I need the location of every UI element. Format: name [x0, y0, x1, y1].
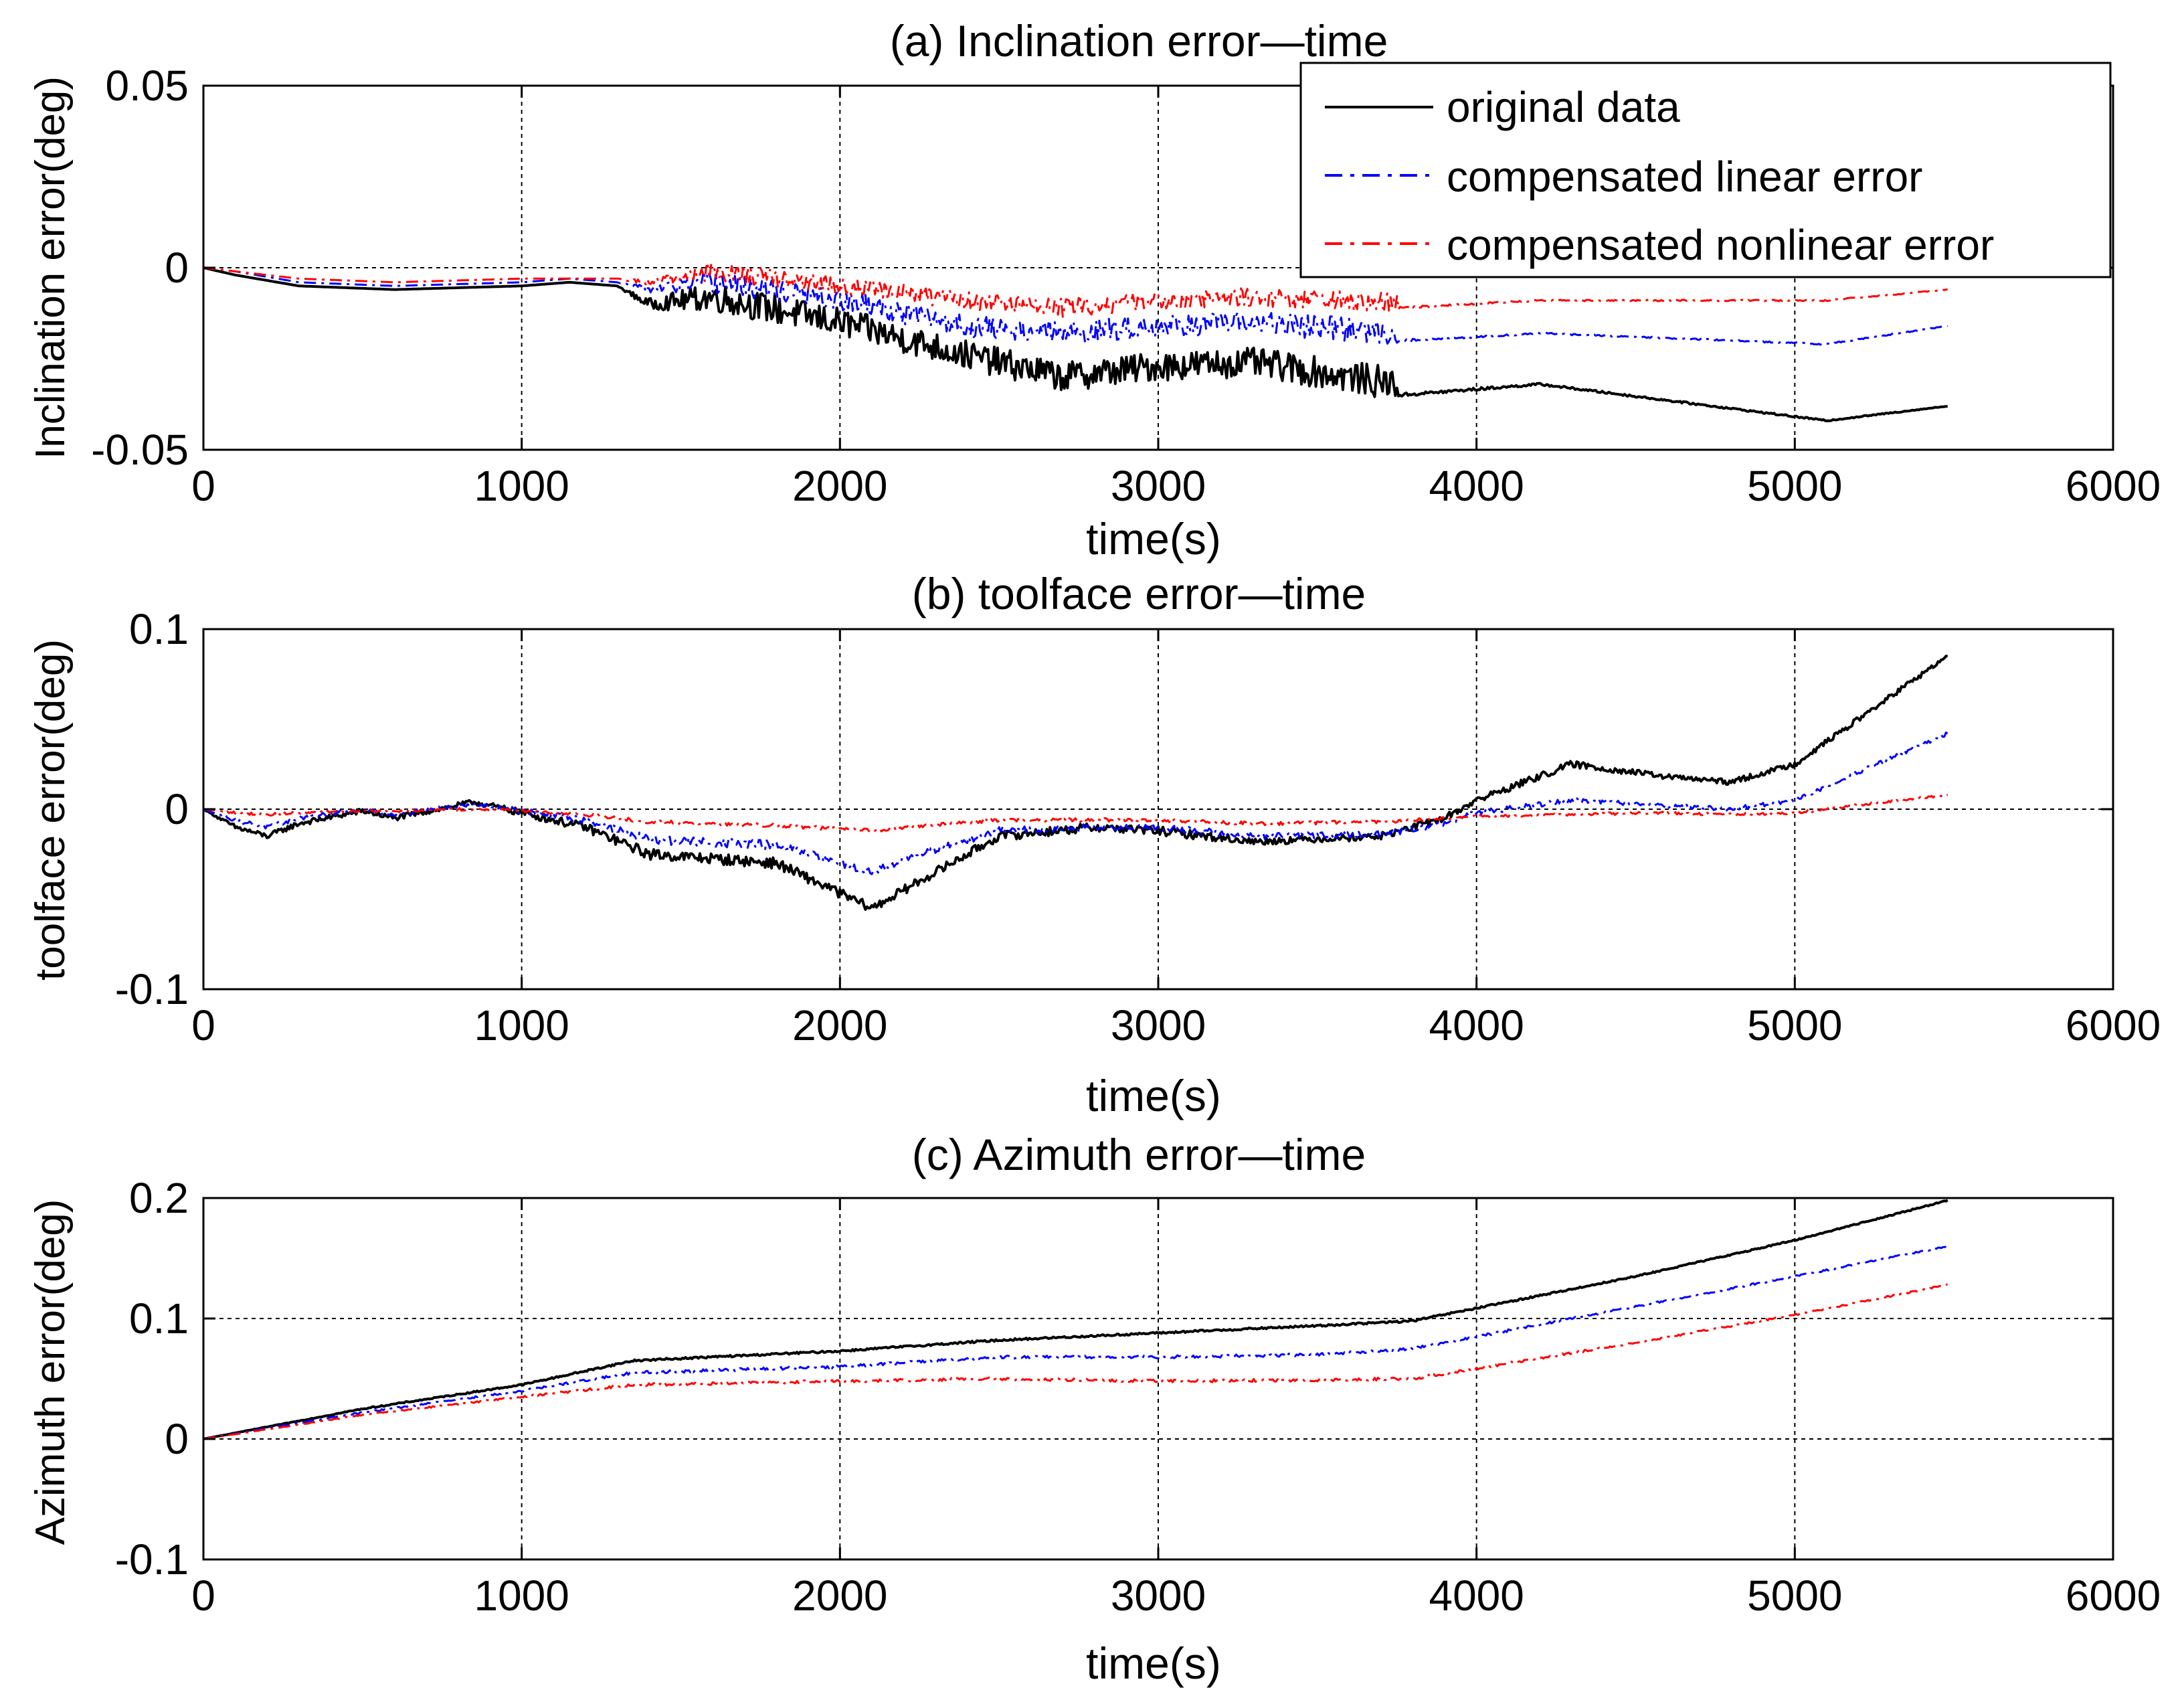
panel-b-y-label: toolface error(deg) [27, 639, 74, 981]
x-tick-label: 6000 [2066, 462, 2161, 510]
series-linear-line [203, 732, 1948, 875]
x-tick-label: 2000 [792, 1001, 887, 1049]
y-tick-label: 0.05 [105, 62, 189, 110]
legend-box [1299, 62, 2112, 278]
y-tick-label: -0.1 [115, 1535, 189, 1584]
x-tick-label: 3000 [1111, 1571, 1206, 1620]
x-tick-label: 5000 [1747, 1571, 1842, 1620]
y-tick-label: -0.05 [91, 426, 189, 474]
panel-c-title: (c) Azimuth error—time [912, 1130, 1366, 1179]
x-tick-label: 6000 [2066, 1001, 2161, 1049]
x-tick-label: 1000 [474, 1571, 569, 1620]
series-original-line [203, 655, 1948, 911]
series-original-line [203, 266, 1948, 422]
legend-label-nonlinear: compensated nonlinear error [1447, 221, 1994, 269]
y-tick-label: 0.2 [129, 1174, 189, 1222]
x-tick-label: 4000 [1429, 1001, 1524, 1049]
x-tick-label: 4000 [1429, 1571, 1524, 1620]
x-tick-label: 0 [191, 1001, 215, 1049]
x-tick-label: 6000 [2066, 1571, 2161, 1620]
panel-b-x-label: time(s) [1086, 1071, 1221, 1120]
x-tick-label: 0 [191, 462, 215, 510]
series-nonlinear-line [203, 793, 1948, 833]
series-nonlinear-line [203, 1283, 1948, 1440]
series-linear-line [203, 266, 1948, 346]
legend-label-original: original data [1447, 83, 1680, 131]
panel-a-x-label: time(s) [1086, 514, 1221, 564]
y-tick-label: 0.1 [129, 605, 189, 653]
panel-a-y-label: Inclination error(deg) [27, 76, 74, 459]
panel-c-y-label: Azimuth error(deg) [27, 1199, 74, 1545]
x-tick-label: 3000 [1111, 462, 1206, 510]
x-tick-label: 5000 [1747, 1001, 1842, 1049]
y-tick-label: 0 [165, 785, 189, 833]
panel-b-title: (b) toolface error—time [912, 569, 1366, 618]
legend: original data compensated linear error c… [1299, 62, 2112, 278]
x-tick-label: 1000 [474, 462, 569, 510]
y-tick-label: 0 [165, 244, 189, 292]
panel-b: (b) toolface error—time 0 1000 2000 3000 400… [27, 569, 2161, 1120]
x-tick-label: 2000 [792, 462, 887, 510]
series-nonlinear-line [203, 264, 1948, 318]
y-tick-label: 0.1 [129, 1294, 189, 1343]
x-tick-label: 3000 [1111, 1001, 1206, 1049]
series-linear-line [203, 1245, 1948, 1440]
x-tick-label: 2000 [792, 1571, 887, 1620]
y-tick-label: -0.1 [115, 965, 189, 1013]
panel-a-title: (a) Inclination error—time [890, 16, 1388, 66]
series-original-line [203, 1199, 1948, 1440]
panel-c-x-label: time(s) [1086, 1638, 1221, 1688]
x-tick-label: 4000 [1429, 462, 1524, 510]
x-tick-label: 0 [191, 1571, 215, 1620]
x-tick-label: 1000 [474, 1001, 569, 1049]
x-tick-label: 5000 [1747, 462, 1842, 510]
legend-label-linear: compensated linear error [1447, 153, 1922, 201]
y-tick-label: 0 [165, 1415, 189, 1463]
panel-c: (c) Azimuth error—time 0 1000 2000 3000 4000… [27, 1130, 2161, 1688]
